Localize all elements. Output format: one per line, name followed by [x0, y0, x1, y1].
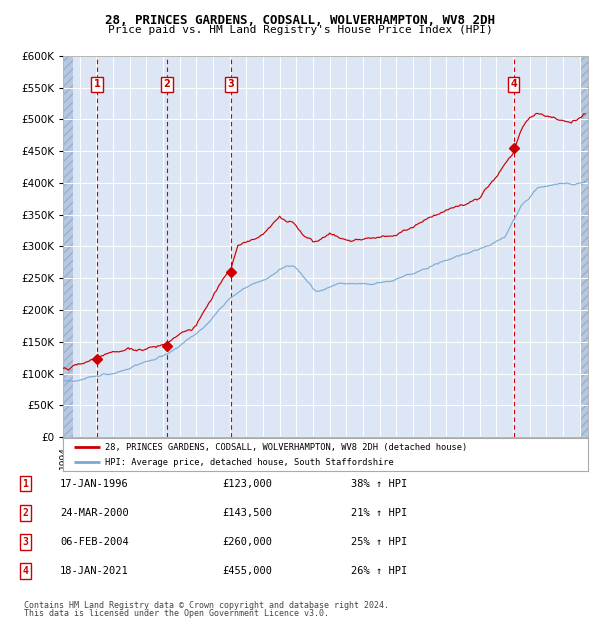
Text: £455,000: £455,000	[222, 566, 272, 576]
Text: 38% ↑ HPI: 38% ↑ HPI	[351, 479, 407, 489]
Text: 28, PRINCES GARDENS, CODSALL, WOLVERHAMPTON, WV8 2DH: 28, PRINCES GARDENS, CODSALL, WOLVERHAMP…	[105, 14, 495, 27]
Text: 28, PRINCES GARDENS, CODSALL, WOLVERHAMPTON, WV8 2DH (detached house): 28, PRINCES GARDENS, CODSALL, WOLVERHAMP…	[105, 443, 467, 452]
Text: 26% ↑ HPI: 26% ↑ HPI	[351, 566, 407, 576]
Text: 21% ↑ HPI: 21% ↑ HPI	[351, 508, 407, 518]
Text: 1: 1	[22, 479, 28, 489]
Text: 4: 4	[510, 79, 517, 89]
Text: 25% ↑ HPI: 25% ↑ HPI	[351, 537, 407, 547]
Text: 06-FEB-2004: 06-FEB-2004	[60, 537, 129, 547]
Text: 1: 1	[94, 79, 100, 89]
Text: Price paid vs. HM Land Registry's House Price Index (HPI): Price paid vs. HM Land Registry's House …	[107, 25, 493, 35]
Text: 3: 3	[22, 537, 28, 547]
Text: 4: 4	[22, 566, 28, 576]
Text: 3: 3	[228, 79, 235, 89]
Text: This data is licensed under the Open Government Licence v3.0.: This data is licensed under the Open Gov…	[24, 609, 329, 618]
Text: £143,500: £143,500	[222, 508, 272, 518]
Bar	[581, 56, 588, 437]
Text: £123,000: £123,000	[222, 479, 272, 489]
Text: 18-JAN-2021: 18-JAN-2021	[60, 566, 129, 576]
Bar	[63, 56, 73, 437]
Text: 17-JAN-1996: 17-JAN-1996	[60, 479, 129, 489]
Text: 2: 2	[22, 508, 28, 518]
Bar	[63, 56, 73, 437]
Text: 24-MAR-2000: 24-MAR-2000	[60, 508, 129, 518]
Text: Contains HM Land Registry data © Crown copyright and database right 2024.: Contains HM Land Registry data © Crown c…	[24, 601, 389, 609]
Text: HPI: Average price, detached house, South Staffordshire: HPI: Average price, detached house, Sout…	[105, 458, 394, 467]
Text: 2: 2	[163, 79, 170, 89]
Bar	[581, 56, 588, 437]
Text: £260,000: £260,000	[222, 537, 272, 547]
